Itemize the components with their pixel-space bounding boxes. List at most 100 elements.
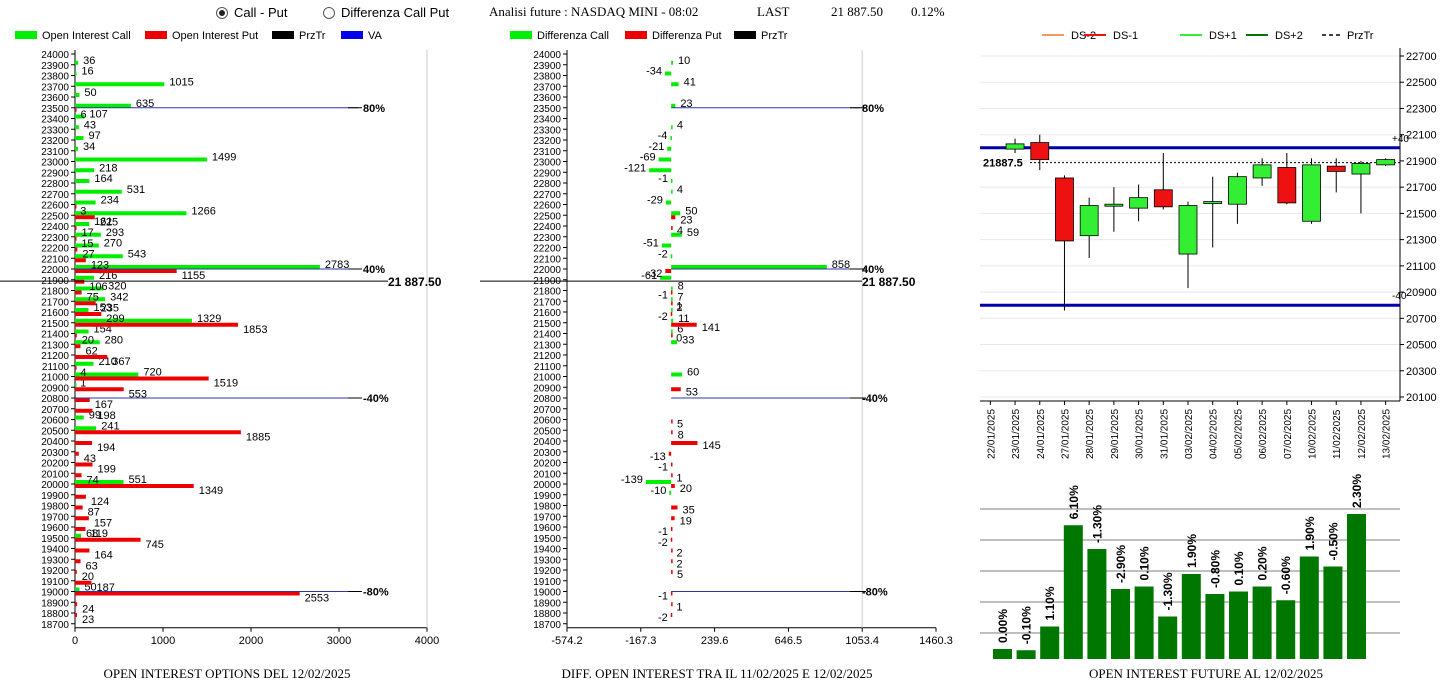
y-tick-label: 22800 (41, 179, 69, 190)
candle-body (1104, 203, 1124, 207)
diff-call-bar (671, 308, 673, 312)
x-tick-label: 28/01/2025 (1085, 409, 1096, 459)
radio-call-put[interactable]: Call - Put (216, 5, 287, 20)
x-tick-label: 31/01/2025 (1159, 409, 1170, 459)
x-tick-label: 30/01/2025 (1135, 409, 1146, 459)
candle-body (1079, 205, 1099, 237)
y-tick-label: 21200 (41, 351, 69, 362)
diff-put-label: -1 (658, 526, 668, 538)
diff-put-label: -2 (658, 612, 668, 624)
diff-call-bar (658, 157, 672, 162)
diff-call-label: 7 (677, 291, 683, 303)
diff-call-bar (670, 179, 673, 183)
oi-future-label: 0.10% (1138, 546, 1152, 580)
put-bar (75, 290, 82, 295)
y-tick-label: 20500 (1406, 340, 1437, 352)
put-bar (75, 548, 90, 553)
x-tick-label: 03/02/2025 (1184, 409, 1195, 459)
y-tick-label: 22200 (41, 244, 69, 255)
put-value-label: 123 (91, 259, 109, 271)
oi-future-label: -1.30% (1090, 505, 1104, 543)
diff-put-bar (671, 559, 673, 564)
put-bar (75, 301, 96, 306)
legend-swatch (341, 31, 363, 39)
y-tick-label: 24000 (533, 50, 561, 61)
diff-put-bar (670, 290, 673, 295)
diff-put-label: 141 (702, 322, 720, 334)
candle-body (1252, 164, 1272, 179)
put-value-label: 367 (112, 356, 130, 368)
put-bar (75, 559, 81, 564)
call-value-label: 1015 (169, 76, 193, 88)
y-tick-label: 20500 (41, 426, 69, 437)
call-bar (75, 415, 84, 420)
y-tick-label: 22900 (41, 168, 69, 179)
candle-body (1129, 197, 1148, 209)
candle-body (1203, 201, 1223, 204)
header-last-value: 21 887.50 (831, 4, 883, 19)
y-tick-label: 19200 (533, 566, 561, 577)
call-value-label: 635 (136, 98, 154, 110)
diff-put-label: 5 (677, 569, 683, 581)
call-bar (75, 211, 187, 216)
diff-put-bar (671, 602, 673, 607)
y-tick-label: 20700 (41, 405, 69, 416)
oi-future-label: 1.90% (1303, 516, 1317, 550)
put-value-label: 157 (94, 517, 112, 529)
x-tick-label: 2000 (239, 635, 263, 647)
diff-call-bar (649, 168, 672, 173)
y-tick-label: 20700 (1406, 313, 1437, 325)
legend-swatch (510, 31, 532, 39)
diff-put-bar (671, 333, 673, 338)
y-tick-label: 22600 (41, 201, 69, 212)
diff-put-label: -2 (658, 537, 668, 549)
diff-call-label: 10 (678, 55, 690, 67)
y-tick-label: 20200 (41, 459, 69, 470)
x-tick-label: 07/02/2025 (1283, 409, 1294, 459)
diff-put-label: 20 (680, 483, 692, 495)
diff-put-label: -1 (658, 591, 668, 603)
put-bar (75, 441, 93, 445)
x-tick-label: -574.2 (551, 635, 582, 647)
y-tick-label: 21200 (533, 351, 561, 362)
y-tick-label: 21500 (533, 319, 561, 330)
y-tick-label: 18800 (41, 609, 69, 620)
oi-future-label: 6.10% (1067, 485, 1081, 519)
put-value-label: 106 (89, 281, 107, 293)
put-bar (75, 322, 239, 327)
level-label: 40% (363, 264, 385, 276)
diff-put-bar (671, 215, 676, 220)
oi-future-bar (1158, 616, 1178, 659)
y-tick-label: 21300 (41, 340, 69, 351)
diff-call-bar (664, 71, 672, 76)
call-value-label: 16 (81, 66, 93, 78)
legend-label: VA (368, 30, 383, 42)
x-tick-label: 04/02/2025 (1209, 409, 1220, 459)
put-bar (75, 279, 85, 284)
y-tick-label: 18900 (533, 598, 561, 609)
put-bar (75, 398, 90, 402)
candle-body (1277, 167, 1297, 204)
put-value-label: 194 (97, 442, 115, 454)
price-label: 21 887.50 (862, 275, 916, 289)
call-bar (75, 136, 84, 140)
x-tick-label: 0 (72, 635, 78, 647)
diff-call-bar (671, 329, 673, 334)
diff-call-bar (671, 125, 673, 130)
call-bar (75, 308, 89, 312)
put-bar (75, 376, 209, 381)
y-tick-label: 21400 (533, 330, 561, 341)
put-bar (75, 580, 92, 585)
diff-call-bar (671, 232, 682, 237)
call-value-label: 543 (128, 248, 146, 260)
y-tick-label: 19600 (533, 523, 561, 534)
put-value-label: 124 (91, 496, 109, 508)
put-value-label: 198 (97, 410, 115, 422)
radio-differenza[interactable]: Differenza Call Put (323, 5, 449, 20)
y-tick-label: 19600 (41, 523, 69, 534)
legend-label: DS+2 (1275, 30, 1303, 42)
radio-differenza-label: Differenza Call Put (341, 5, 450, 20)
y-tick-label: 23100 (41, 147, 69, 158)
x-tick-label: 1460.3 (919, 635, 953, 647)
put-value-label: 1349 (199, 485, 223, 497)
